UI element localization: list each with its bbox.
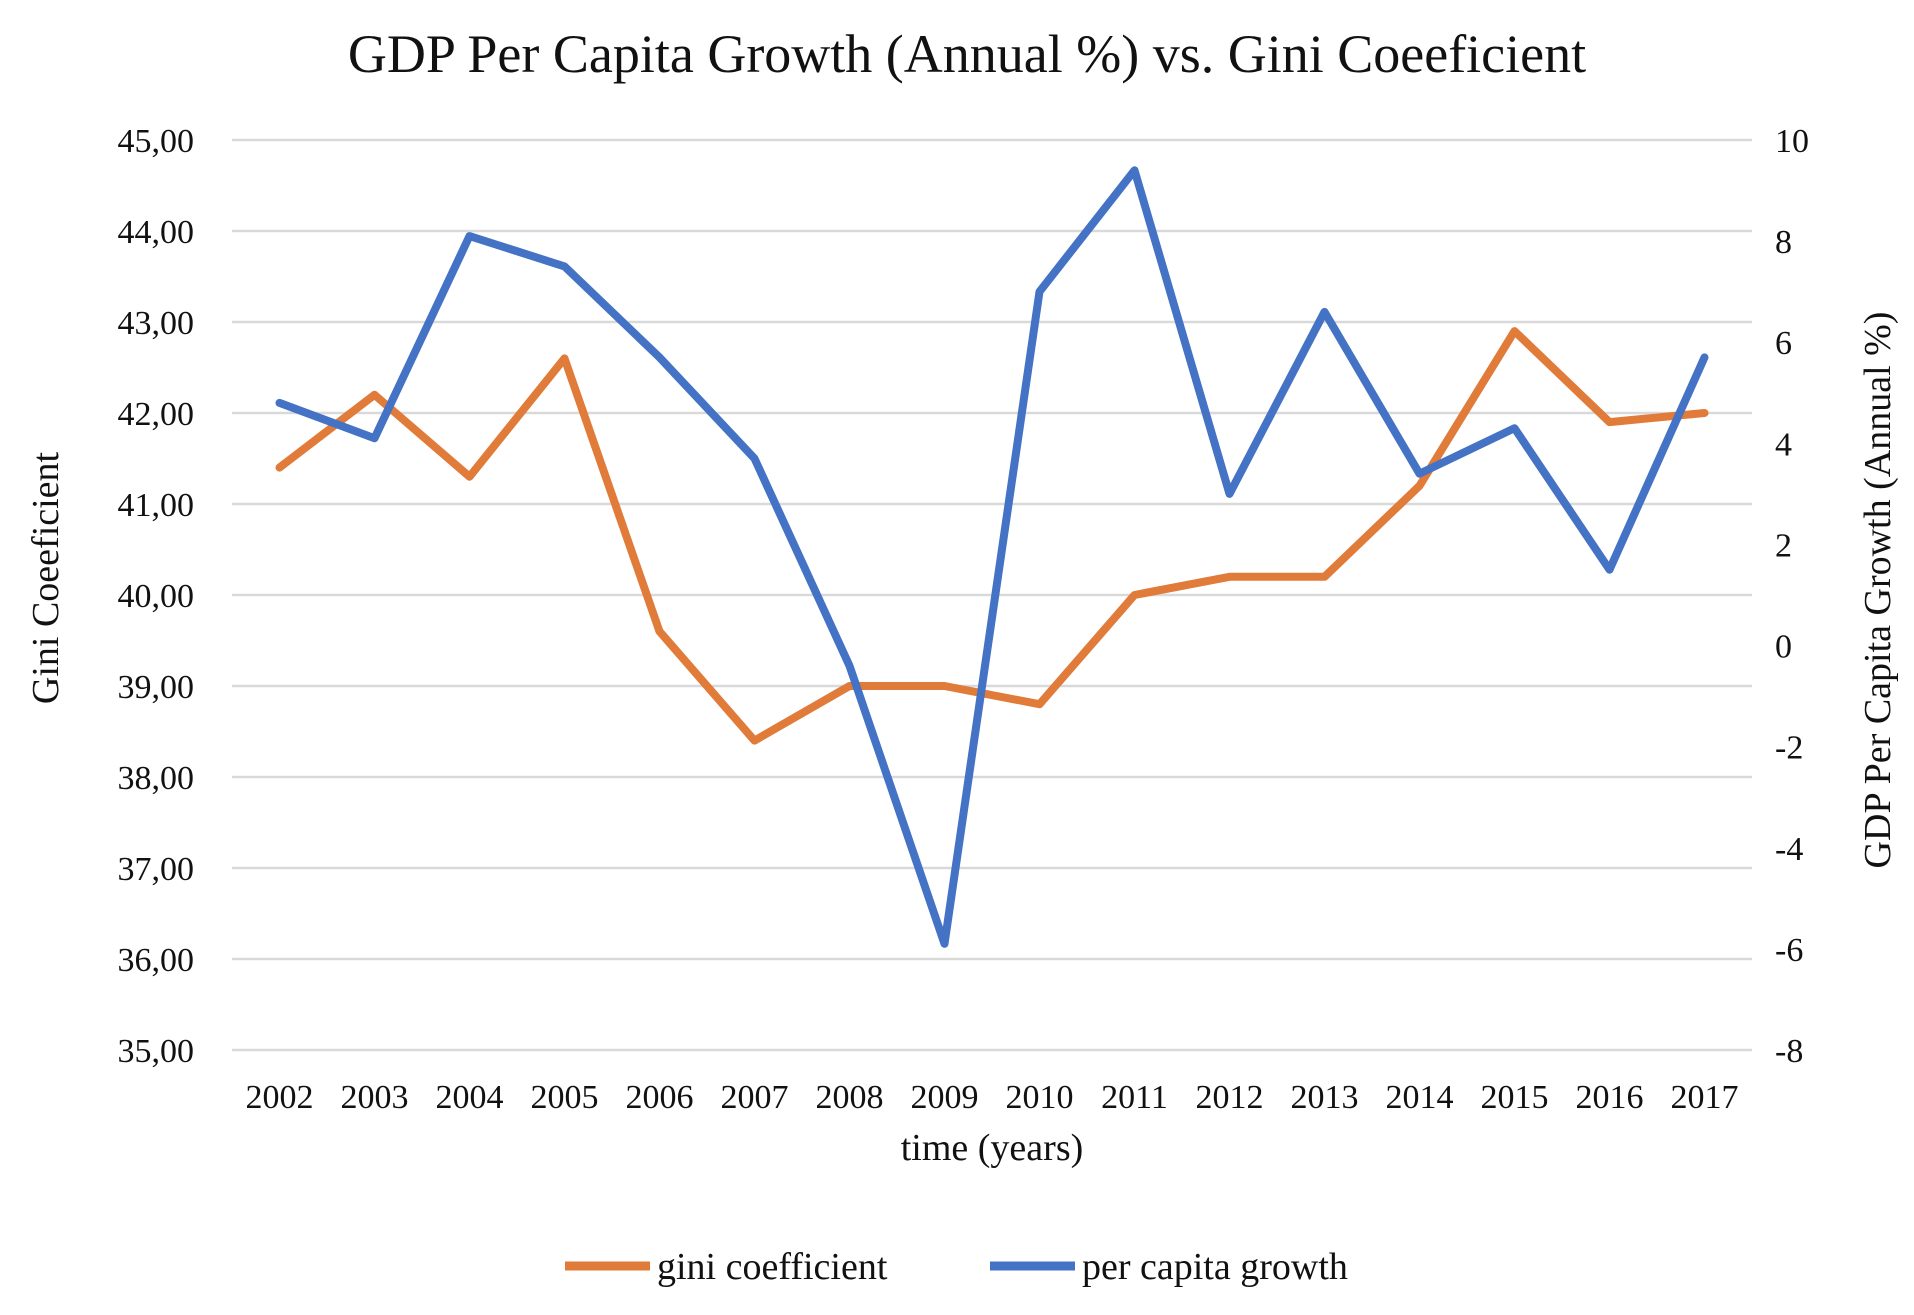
series-layer	[275, 166, 1709, 948]
y-left-tick-label: 40,00	[118, 578, 195, 615]
x-axis-title: time (years)	[901, 1127, 1084, 1169]
data-point	[1321, 573, 1329, 581]
x-tick-label: 2009	[911, 1079, 979, 1116]
data-point	[1036, 288, 1044, 296]
data-point	[1036, 700, 1044, 708]
data-point	[1511, 424, 1519, 432]
data-point	[1321, 308, 1329, 316]
data-point	[941, 682, 949, 690]
data-point	[1511, 327, 1519, 335]
data-point	[1131, 166, 1139, 174]
x-tick-label: 2012	[1196, 1079, 1264, 1116]
x-tick-label: 2002	[246, 1079, 314, 1116]
x-tick-label: 2011	[1101, 1079, 1168, 1116]
series-line-gini-coefficient[interactable]	[275, 327, 1709, 745]
y-right-tick-label: 4	[1775, 426, 1792, 463]
x-tick-label: 2006	[626, 1079, 694, 1116]
y-left-tick-label: 38,00	[118, 760, 195, 797]
legend: gini coefficient per capita growth	[565, 1246, 1348, 1288]
y-right-tick-label: 0	[1775, 629, 1792, 666]
legend-item-growth[interactable]: per capita growth	[990, 1246, 1348, 1288]
data-point	[751, 455, 759, 463]
data-point	[466, 232, 474, 240]
data-point	[941, 940, 949, 948]
x-tick-label: 2017	[1671, 1079, 1739, 1116]
x-tick-label: 2014	[1386, 1079, 1454, 1116]
data-point	[1606, 418, 1614, 426]
y-right-tick-label: 8	[1775, 224, 1792, 261]
data-point	[1416, 470, 1424, 478]
y-right-tick-label: 10	[1775, 123, 1809, 160]
y-left-tick-label: 37,00	[118, 851, 195, 888]
data-point	[276, 464, 284, 472]
y-right-tick-label: -4	[1775, 831, 1803, 868]
y-left-tick-label: 36,00	[118, 942, 195, 979]
data-point	[1226, 490, 1234, 498]
data-point	[1416, 482, 1424, 490]
data-point	[1226, 573, 1234, 581]
data-point	[466, 473, 474, 481]
data-point	[1606, 566, 1614, 574]
y-left-tick-label: 39,00	[118, 669, 195, 706]
data-point	[1131, 591, 1139, 599]
legend-label-growth: per capita growth	[1082, 1246, 1348, 1288]
y-left-tick-label: 35,00	[118, 1033, 195, 1070]
y-right-tick-label: -8	[1775, 1033, 1803, 1070]
data-point	[561, 354, 569, 362]
data-point	[656, 627, 664, 635]
y-left-tick-label: 41,00	[118, 487, 195, 524]
y-axis-left-title: Gini Coeeficient	[25, 451, 67, 704]
x-tick-label: 2013	[1291, 1079, 1359, 1116]
data-point	[561, 262, 569, 270]
x-tick-label: 2005	[531, 1079, 599, 1116]
data-point	[656, 353, 664, 361]
y-left-tick-label: 43,00	[118, 305, 195, 342]
right-axis-ticks: -8 -6 -4 -2 0 2 4 6 8 10	[1775, 123, 1809, 1070]
series-line-per-capita-growth[interactable]	[275, 166, 1709, 948]
x-tick-label: 2007	[721, 1079, 789, 1116]
left-axis-ticks: 35,00 36,00 37,00 38,00 39,00 40,00 41,00 42,00…	[118, 123, 195, 1070]
x-tick-label: 2015	[1481, 1079, 1549, 1116]
y-right-tick-label: -6	[1775, 932, 1803, 969]
x-tick-label: 2004	[436, 1079, 504, 1116]
y-left-tick-label: 45,00	[118, 123, 195, 160]
legend-item-gini[interactable]: gini coefficient	[565, 1246, 888, 1288]
data-point	[276, 399, 284, 407]
y-axis-right-title: GDP Per Capita Growth (Annual %)	[1857, 312, 1899, 869]
y-right-tick-label: -2	[1775, 730, 1803, 767]
y-right-tick-label: 6	[1775, 325, 1792, 362]
x-tick-label: 2010	[1006, 1079, 1074, 1116]
data-point	[371, 434, 379, 442]
data-point	[1701, 353, 1709, 361]
x-tick-label: 2003	[341, 1079, 409, 1116]
data-point	[846, 662, 854, 670]
y-left-tick-label: 44,00	[118, 214, 195, 251]
y-left-tick-label: 42,00	[118, 396, 195, 433]
x-tick-label: 2016	[1576, 1079, 1644, 1116]
data-point	[371, 391, 379, 399]
data-point	[1701, 409, 1709, 417]
y-right-tick-label: 2	[1775, 527, 1792, 564]
x-tick-label: 2008	[816, 1079, 884, 1116]
chart-title: GDP Per Capita Growth (Annual %) vs. Gin…	[348, 24, 1586, 84]
legend-label-gini: gini coefficient	[657, 1246, 888, 1288]
data-point	[751, 737, 759, 745]
x-axis-ticks: 2002 2003 2004 2005 2006 2007 2008 2009 2010 2011…	[246, 1079, 1739, 1116]
